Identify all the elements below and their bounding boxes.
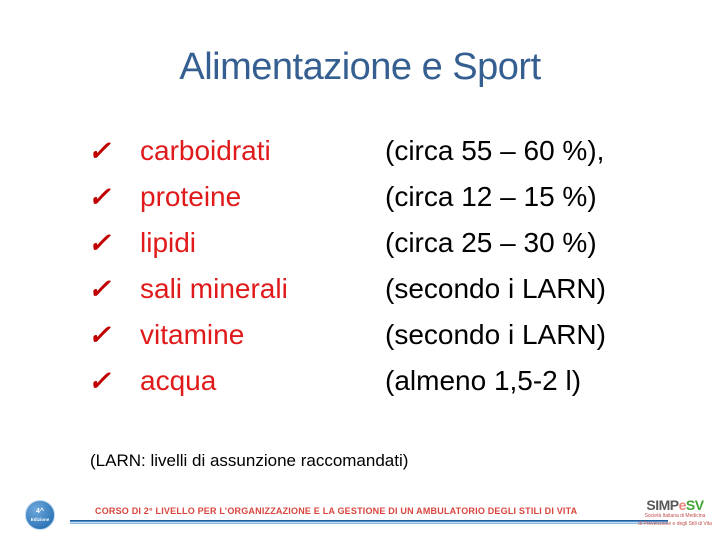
item-detail: (secondo i LARN) (385, 273, 606, 304)
item-detail: (almeno 1,5-2 l) (385, 365, 582, 396)
list-item: ✓ sali minerali (secondo i LARN) (88, 266, 688, 312)
simpesv-logo: SIMPeSV Società Italiana di Medicina di … (636, 498, 714, 527)
logo-part-e: e (678, 497, 687, 513)
item-name: lipidi (140, 227, 197, 258)
slide-title: Alimentazione e Sport (179, 46, 541, 88)
item-detail: (circa 55 – 60 %), (385, 135, 605, 166)
item-name: vitamine (140, 319, 245, 350)
logo-part-simp: SIMP (646, 497, 679, 513)
checkmark-icon: ✓ (88, 227, 111, 258)
checkmark-icon: ✓ (88, 135, 111, 166)
item-name: acqua (140, 365, 217, 396)
logo-tagline-2: di Prevenzione e degli Stili di Vita (638, 520, 712, 527)
simpesv-logo-wordmark: SIMPeSV (636, 498, 714, 512)
logo-tagline-1: Società Italiana di Medicina (644, 513, 706, 519)
item-name: sali minerali (140, 273, 288, 304)
item-detail: (secondo i LARN) (385, 319, 606, 350)
list-item: ✓ proteine (circa 12 – 15 %) (88, 174, 688, 220)
list-item: ✓ acqua (almeno 1,5-2 l) (88, 358, 688, 404)
item-name: proteine (140, 181, 242, 212)
item-name: carboidrati (140, 135, 271, 166)
checkmark-icon: ✓ (88, 365, 111, 396)
list-item: ✓ vitamine (secondo i LARN) (88, 312, 688, 358)
edition-badge: 4^ Edizione (25, 500, 55, 530)
checkmark-icon: ✓ (88, 319, 111, 350)
logo-part-sv: SV (685, 497, 704, 513)
item-detail: (circa 12 – 15 %) (385, 181, 597, 212)
footer-divider (70, 520, 668, 524)
checkmark-icon: ✓ (88, 181, 111, 212)
list-item: ✓ lipidi (circa 25 – 30 %) (88, 220, 688, 266)
item-detail: (circa 25 – 30 %) (385, 227, 597, 258)
checkmark-icon: ✓ (88, 273, 111, 304)
edition-badge-label: Edizione (30, 516, 50, 522)
edition-badge-number: 4^ (36, 508, 44, 516)
larn-note: (LARN: livelli di assunzione raccomandat… (90, 451, 409, 470)
nutrients-list: ✓ carboidrati (circa 55 – 60 %), ✓ prote… (88, 128, 688, 404)
list-item: ✓ carboidrati (circa 55 – 60 %), (88, 128, 688, 174)
footer-course-title: CORSO DI 2° LIVELLO PER L’ORGANIZZAZIONE… (95, 506, 578, 516)
